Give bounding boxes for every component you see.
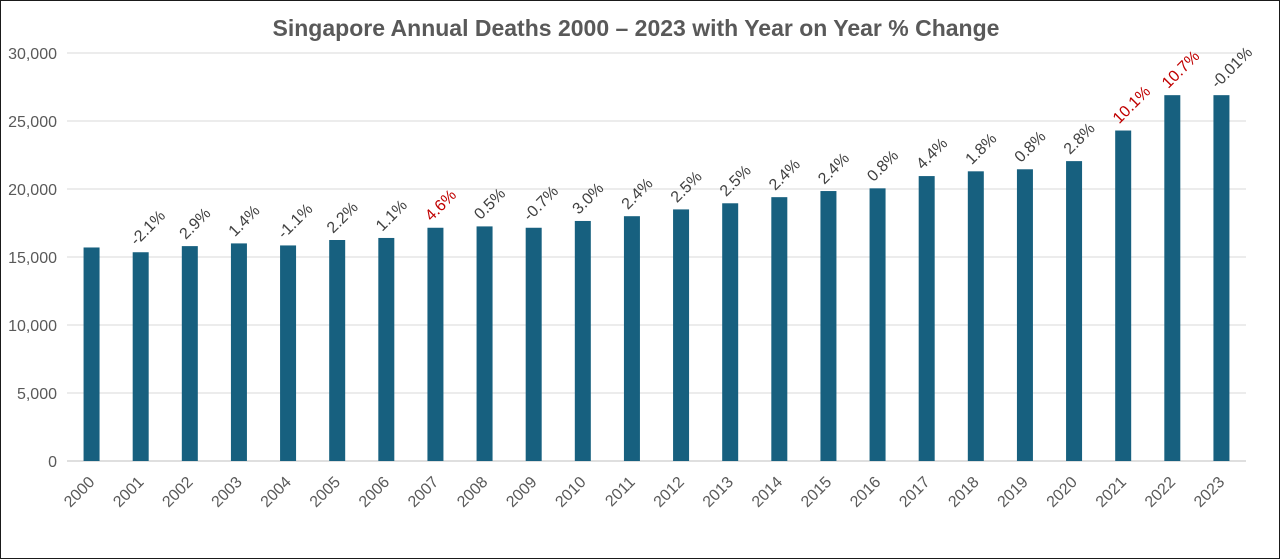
- bar: [181, 246, 198, 461]
- data-label: 0.8%: [864, 147, 902, 185]
- data-label: 2.9%: [177, 205, 215, 243]
- bar: [869, 188, 886, 461]
- bar: [1016, 169, 1033, 461]
- bar: [820, 191, 837, 462]
- data-label: 1.4%: [226, 202, 264, 240]
- bar: [476, 226, 493, 461]
- x-tick-label: 2023: [1191, 474, 1228, 511]
- bar: [378, 237, 395, 461]
- bar: [230, 243, 247, 461]
- data-label: 0.8%: [1012, 128, 1050, 166]
- y-tick-label: 30,000: [8, 46, 57, 63]
- x-tick-label: 2017: [896, 474, 933, 511]
- data-label: 2.5%: [717, 162, 755, 200]
- data-label: 1.8%: [963, 130, 1001, 168]
- data-label: 2.2%: [324, 199, 362, 237]
- bar: [673, 209, 690, 461]
- y-tick-label: 0: [48, 454, 57, 471]
- chart-title: Singapore Annual Deaths 2000 – 2023 with…: [272, 15, 1000, 41]
- data-label: 1.1%: [373, 197, 411, 235]
- x-tick-label: 2019: [995, 474, 1032, 511]
- data-label: -2.1%: [127, 207, 169, 249]
- bar: [83, 247, 100, 461]
- data-label: 2.4%: [815, 150, 853, 188]
- data-label: 2.4%: [619, 175, 657, 213]
- bar: [1164, 95, 1181, 461]
- x-tick-label: 2011: [602, 474, 638, 510]
- y-tick-label: 20,000: [8, 182, 57, 199]
- bar: [722, 203, 739, 461]
- bar: [525, 227, 542, 461]
- data-label: 3.0%: [570, 180, 608, 218]
- bar: [574, 220, 591, 461]
- x-tick-label: 2020: [1044, 474, 1081, 511]
- bar: [1066, 161, 1083, 461]
- x-tick-label: 2000: [61, 474, 98, 511]
- y-tick-label: 10,000: [8, 318, 57, 335]
- x-tick-label: 2007: [405, 474, 442, 511]
- bar: [132, 252, 149, 461]
- y-tick-label: 15,000: [8, 250, 57, 267]
- data-label: 2.8%: [1061, 120, 1099, 158]
- x-tick-label: 2012: [651, 474, 688, 511]
- x-tick-label: 2004: [258, 474, 295, 511]
- bar: [771, 197, 788, 461]
- x-tick-label: 2005: [307, 474, 344, 511]
- x-tick-label: 2015: [798, 474, 835, 511]
- bar: [280, 245, 297, 461]
- x-tick-label: 2006: [356, 474, 393, 511]
- x-tick-label: 2014: [749, 474, 786, 511]
- x-tick-label: 2008: [454, 474, 491, 511]
- bar: [1213, 95, 1230, 461]
- x-tick-label: 2016: [847, 474, 884, 511]
- x-tick-label: 2021: [1093, 474, 1130, 511]
- bar: [329, 240, 346, 461]
- x-tick-label: 2002: [159, 474, 196, 511]
- x-tick-label: 2003: [209, 474, 246, 511]
- x-tick-label: 2022: [1142, 474, 1179, 511]
- x-tick-label: 2001: [110, 474, 147, 511]
- data-label: 4.6%: [422, 187, 460, 225]
- x-tick-label: 2009: [503, 474, 540, 511]
- x-tick-label: 2018: [945, 474, 982, 511]
- bar: [918, 176, 935, 461]
- y-tick-label: 25,000: [8, 114, 57, 131]
- bar: [967, 171, 984, 461]
- data-label: 2.5%: [668, 168, 706, 206]
- data-label: 2.4%: [766, 156, 804, 194]
- data-label: -1.1%: [275, 201, 317, 243]
- data-label: -0.01%: [1208, 44, 1256, 92]
- x-tick-label: 2013: [700, 474, 737, 511]
- data-label: 4.4%: [913, 135, 951, 173]
- y-tick-label: 5,000: [17, 386, 57, 403]
- data-label: 0.5%: [471, 185, 509, 223]
- bar: [427, 227, 444, 461]
- bar: [623, 216, 640, 461]
- bar: [1115, 130, 1132, 461]
- data-label: 10.7%: [1159, 48, 1203, 92]
- x-tick-label: 2010: [552, 474, 589, 511]
